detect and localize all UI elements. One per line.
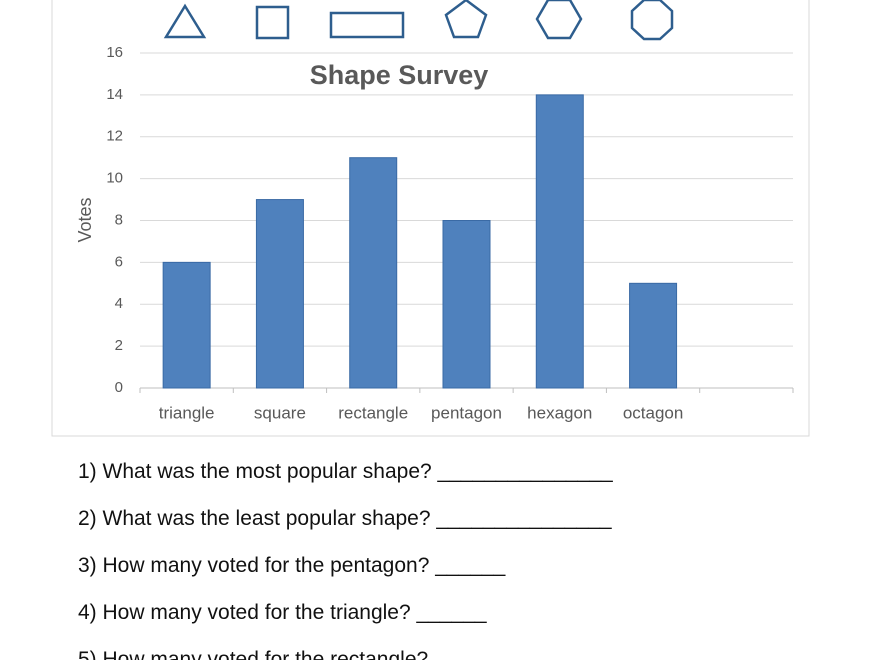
bar (442, 220, 491, 389)
y-tick-label: 14 (106, 86, 123, 103)
y-tick-label: 0 (115, 379, 123, 396)
y-tick-label: 2 (115, 337, 123, 354)
x-tick-label: pentagon (431, 403, 502, 422)
x-tick-label: square (254, 403, 306, 422)
question: 2) What was the least popular shape? ___… (78, 507, 612, 530)
question: 4) How many voted for the triangle? ____… (78, 601, 487, 624)
octagon-icon (630, 0, 674, 41)
y-tick-label: 10 (106, 170, 123, 187)
pentagon-icon (444, 0, 488, 39)
x-tick-label: triangle (159, 403, 215, 422)
hexagon-icon (535, 0, 583, 40)
bar (535, 94, 584, 389)
bar (255, 199, 304, 389)
y-tick-label: 16 (106, 44, 123, 61)
question: 3) How many voted for the pentagon? ____… (78, 554, 506, 577)
x-tick-label: octagon (623, 403, 684, 422)
y-tick-label: 12 (106, 128, 123, 145)
triangle-icon (163, 3, 207, 39)
chart-title: Shape Survey (310, 60, 489, 90)
y-tick-label: 6 (115, 253, 123, 270)
y-tick-label: 8 (115, 211, 123, 228)
x-tick-label: hexagon (527, 403, 592, 422)
y-axis-label: Votes (75, 197, 95, 242)
question: 5) How many voted for the rectangle? (78, 648, 428, 660)
y-tick-label: 4 (115, 295, 123, 312)
bar (349, 157, 398, 389)
bar (162, 261, 211, 389)
x-tick-label: rectangle (338, 403, 408, 422)
question: 1) What was the most popular shape? ____… (78, 460, 613, 483)
bar (629, 282, 678, 389)
rectangle-icon (329, 11, 405, 39)
square-icon (255, 5, 290, 40)
